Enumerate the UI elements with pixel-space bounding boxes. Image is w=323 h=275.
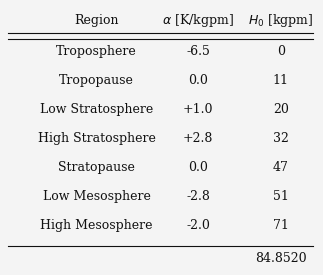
Text: $\alpha$ [K/kgpm]: $\alpha$ [K/kgpm] bbox=[162, 12, 234, 29]
Text: 32: 32 bbox=[273, 132, 289, 145]
Text: Stratopause: Stratopause bbox=[58, 161, 135, 174]
Text: 0.0: 0.0 bbox=[188, 161, 208, 174]
Text: +1.0: +1.0 bbox=[183, 103, 214, 116]
Text: 0: 0 bbox=[277, 45, 285, 58]
Text: Region: Region bbox=[74, 14, 119, 27]
Text: -6.5: -6.5 bbox=[186, 45, 210, 58]
Text: $H_0$ [kgpm]: $H_0$ [kgpm] bbox=[248, 12, 314, 29]
Text: -2.8: -2.8 bbox=[186, 190, 210, 204]
Text: High Stratosphere: High Stratosphere bbox=[38, 132, 156, 145]
Text: Troposphere: Troposphere bbox=[56, 45, 137, 58]
Text: 11: 11 bbox=[273, 74, 289, 87]
Text: 84.8520: 84.8520 bbox=[255, 252, 307, 265]
Text: -2.0: -2.0 bbox=[186, 219, 210, 232]
Text: 47: 47 bbox=[273, 161, 289, 174]
Text: Tropopause: Tropopause bbox=[59, 74, 134, 87]
Text: 71: 71 bbox=[273, 219, 289, 232]
Text: 51: 51 bbox=[273, 190, 289, 204]
Text: Low Stratosphere: Low Stratosphere bbox=[40, 103, 153, 116]
Text: 0.0: 0.0 bbox=[188, 74, 208, 87]
Text: +2.8: +2.8 bbox=[183, 132, 214, 145]
Text: Low Mesosphere: Low Mesosphere bbox=[43, 190, 151, 204]
Text: 20: 20 bbox=[273, 103, 289, 116]
Text: High Mesosphere: High Mesosphere bbox=[40, 219, 153, 232]
